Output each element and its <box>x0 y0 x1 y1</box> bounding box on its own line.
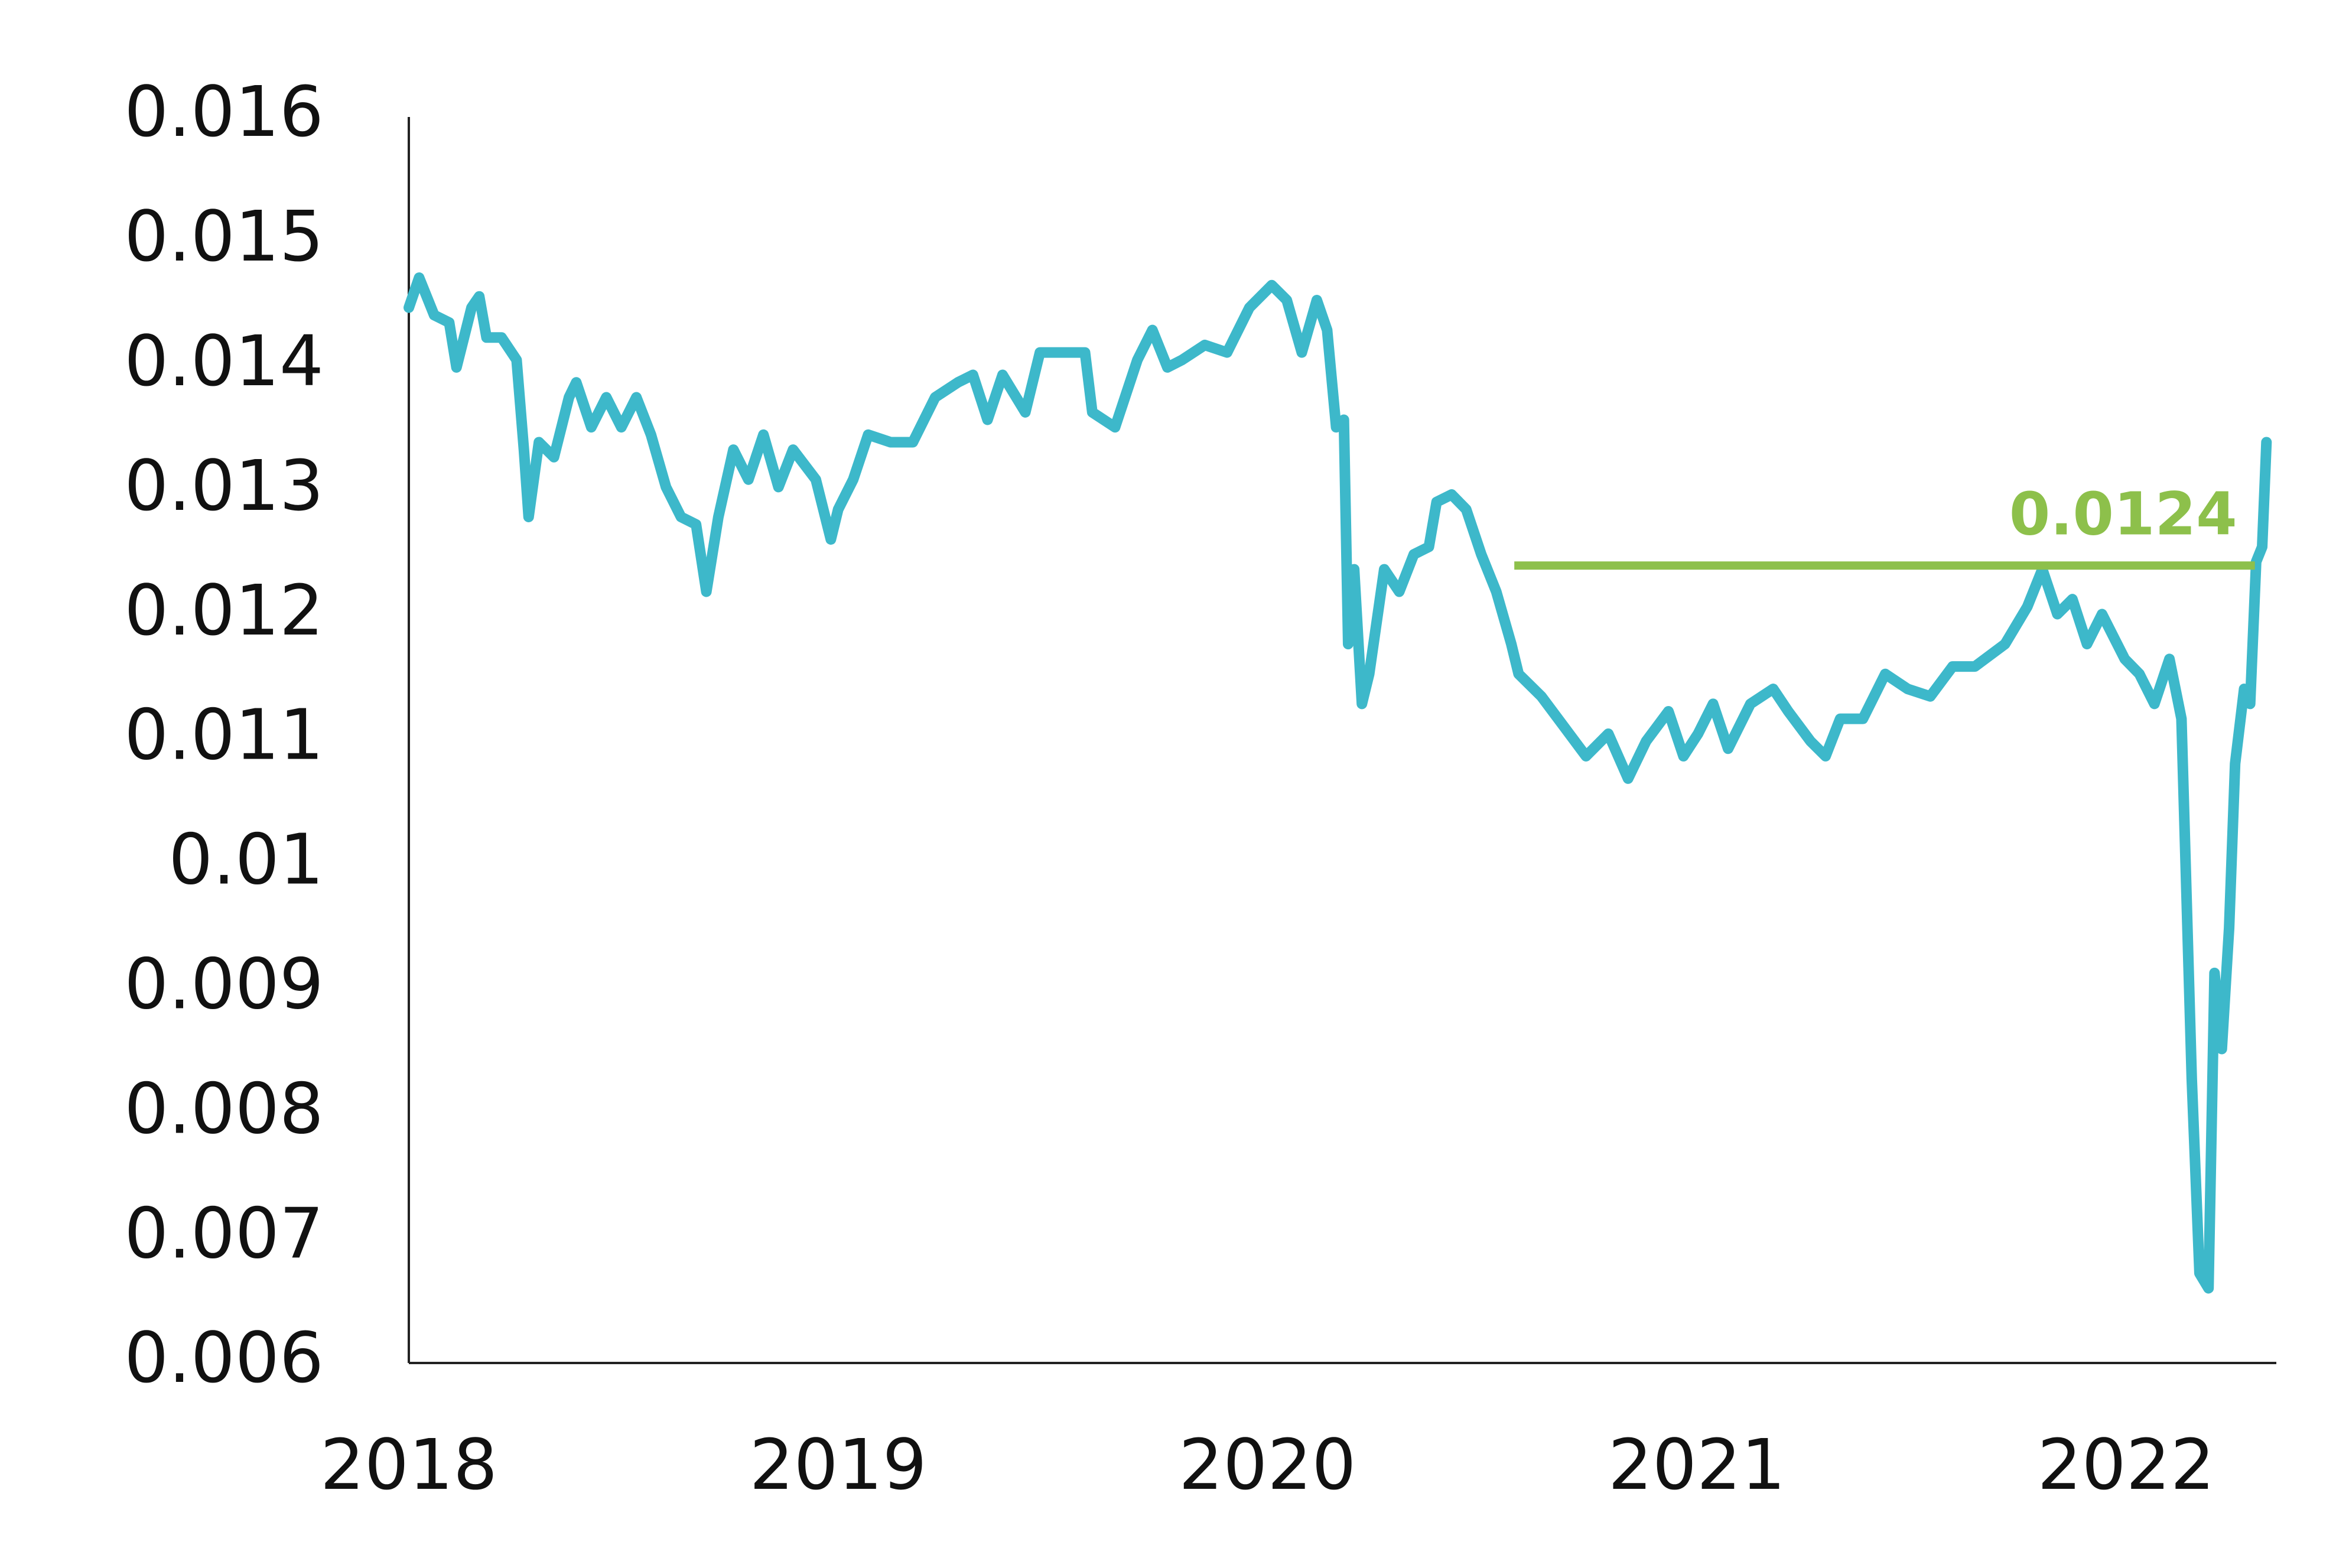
y-tick-label: 0.013 <box>124 445 324 526</box>
y-tick-label: 0.011 <box>124 694 324 776</box>
y-tick-label: 0.016 <box>124 71 324 152</box>
y-tick-label: 0.01 <box>168 819 324 900</box>
y-tick-label: 0.015 <box>124 196 324 277</box>
x-tick-label: 2018 <box>320 1424 497 1505</box>
y-tick-label: 0.009 <box>124 944 324 1025</box>
y-tick-label: 0.008 <box>124 1068 324 1149</box>
y-tick-label: 0.012 <box>124 570 324 651</box>
y-tick-label: 0.006 <box>124 1317 324 1398</box>
y-tick-label: 0.014 <box>124 320 324 402</box>
x-tick-label: 2022 <box>2038 1424 2215 1505</box>
x-tick-label: 2020 <box>1179 1424 1356 1505</box>
x-tick-label: 2019 <box>750 1424 927 1505</box>
reference-label: 0.0124 <box>2009 480 2237 549</box>
series-line <box>404 272 2272 1294</box>
x-tick-label: 2021 <box>1608 1424 1785 1505</box>
y-tick-label: 0.007 <box>124 1192 324 1274</box>
